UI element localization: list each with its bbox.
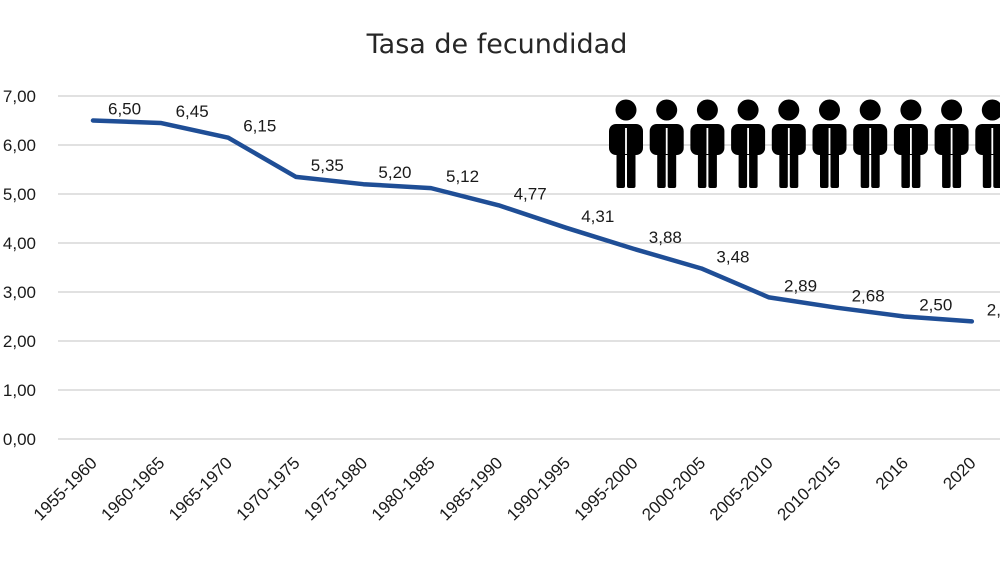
x-tick-label: 2000-2005 <box>638 453 709 524</box>
person-icon <box>853 99 888 188</box>
y-tick-label: 1,00 <box>3 381 36 400</box>
y-tick-label: 5,00 <box>3 185 36 204</box>
x-tick-label: 2010-2015 <box>773 453 844 524</box>
data-label: 6,15 <box>243 117 276 136</box>
person-icon <box>934 99 969 188</box>
people-icons <box>609 99 1000 188</box>
x-tick-label: 1985-1990 <box>435 453 506 524</box>
data-label: 4,31 <box>581 207 614 226</box>
data-label: 2,50 <box>919 296 952 315</box>
data-label: 3,48 <box>716 247 749 266</box>
data-label: 6,45 <box>176 102 209 121</box>
x-tick-label: 1955-1960 <box>30 453 101 524</box>
x-tick-label: 1965-1970 <box>165 453 236 524</box>
gridlines <box>58 95 1000 440</box>
y-tick-label: 3,00 <box>3 283 36 302</box>
person-icon <box>649 99 684 188</box>
y-axis-ticks: 0,00 1,00 2,00 3,00 4,00 5,00 6,00 7,00 <box>3 87 36 449</box>
x-tick-label: 1980-1985 <box>368 453 439 524</box>
person-icon <box>893 99 928 188</box>
x-tick-label: 1995-2000 <box>571 453 642 524</box>
data-label: 6,50 <box>108 100 141 119</box>
data-label: 2,68 <box>852 287 885 306</box>
person-icon <box>731 99 766 188</box>
data-label: 5,20 <box>378 163 411 182</box>
x-tick-label: 1970-1975 <box>233 453 304 524</box>
person-icon <box>771 99 806 188</box>
data-label: 2,4 <box>987 300 1000 319</box>
data-label: 5,12 <box>446 167 479 186</box>
y-tick-label: 0,00 <box>3 430 36 449</box>
series-line-group <box>90 118 975 324</box>
chart-title: Tasa de fecundidad <box>366 29 628 60</box>
x-tick-label: 1975-1980 <box>300 453 371 524</box>
data-label: 2,89 <box>784 276 817 295</box>
series-line <box>90 118 975 324</box>
y-tick-label: 7,00 <box>3 87 36 106</box>
y-tick-label: 4,00 <box>3 234 36 253</box>
person-icon <box>609 99 643 188</box>
person-icon <box>690 99 725 188</box>
data-label: 5,35 <box>311 156 344 175</box>
person-icon <box>812 99 847 188</box>
data-labels: 6,50 6,45 6,15 5,35 5,20 5,12 4,77 4,31 3,88 3,48… <box>108 100 1000 320</box>
x-tick-label: 1960-1965 <box>97 453 168 524</box>
y-tick-label: 6,00 <box>3 136 36 155</box>
person-icon <box>975 99 1000 188</box>
x-tick-label: 2020 <box>939 453 979 493</box>
x-tick-label: 2016 <box>872 453 912 493</box>
x-axis-ticks: 1955-19601960-19651965-19701970-19751975… <box>30 453 980 524</box>
x-tick-label: 1990-1995 <box>503 453 574 524</box>
x-tick-label: 2005-2010 <box>706 453 777 524</box>
data-label: 3,88 <box>649 228 682 247</box>
data-label: 4,77 <box>514 184 547 203</box>
y-tick-label: 2,00 <box>3 332 36 351</box>
